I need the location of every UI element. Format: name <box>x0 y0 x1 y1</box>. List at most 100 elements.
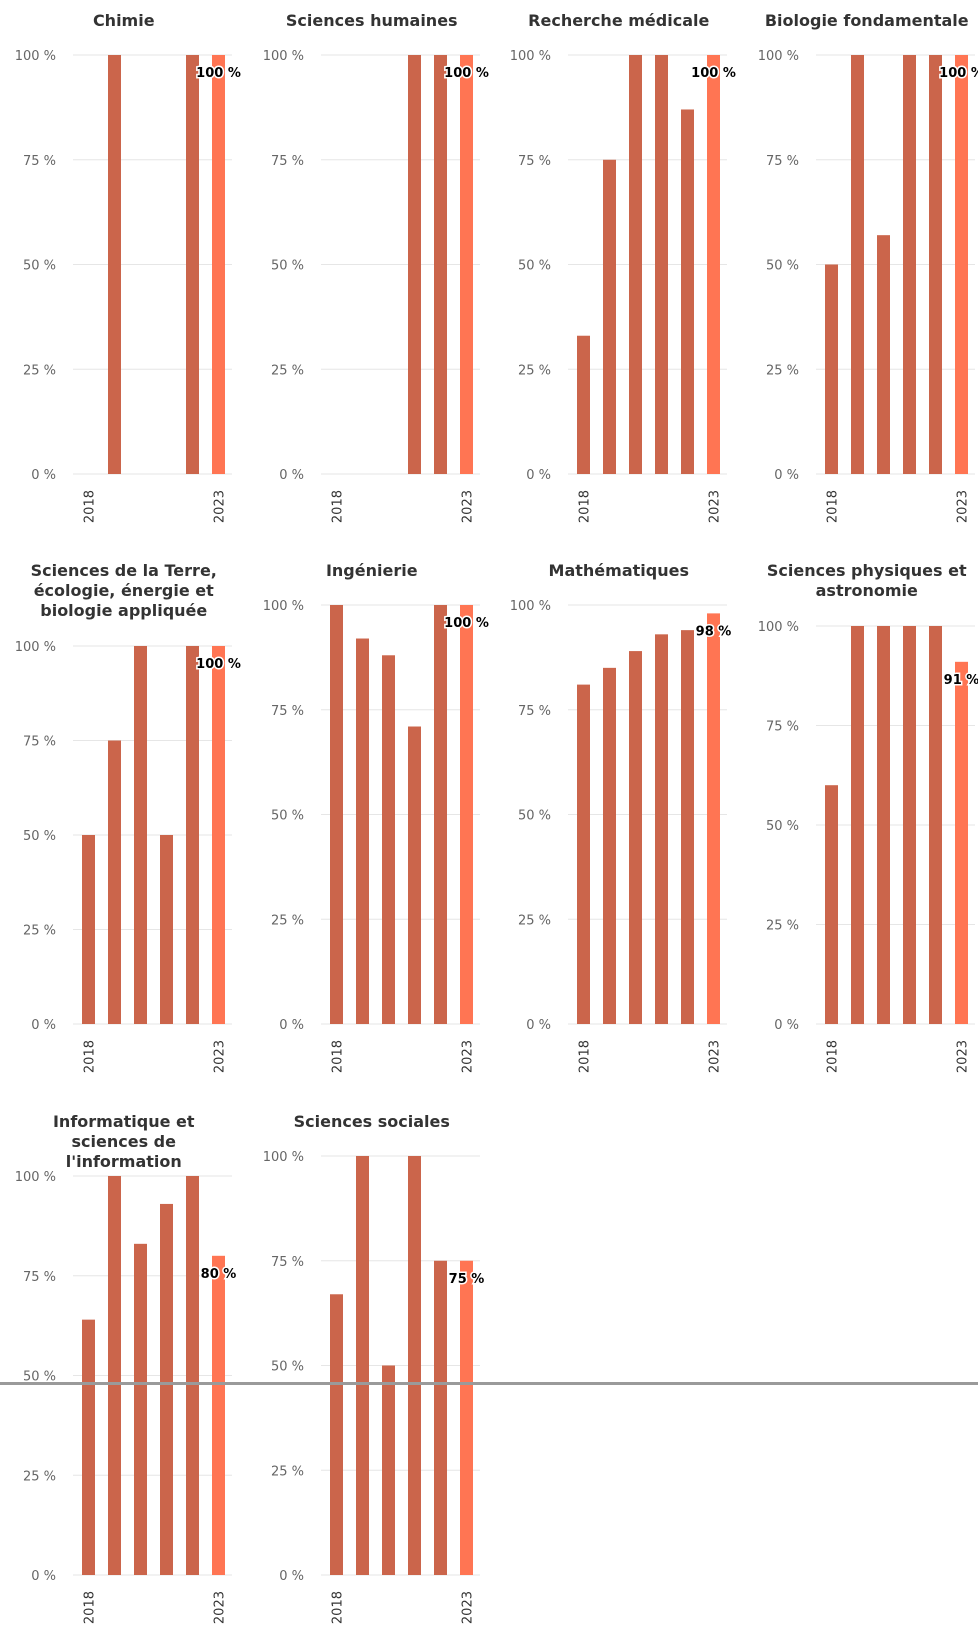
bar[interactable] <box>603 667 616 1024</box>
bar[interactable] <box>655 634 668 1024</box>
bar[interactable] <box>212 1255 225 1575</box>
bar[interactable] <box>108 740 121 1025</box>
bar-chart-svg: 0 % 25 % 50 % 75 % 100 % 80 % 2018 2023 <box>15 1170 238 1624</box>
bar[interactable] <box>82 1319 95 1575</box>
y-tick-label: 50 % <box>23 259 56 274</box>
data-label: 80 % <box>201 1267 237 1282</box>
y-tick-label: 100 % <box>510 599 551 614</box>
y-tick-label: 50 % <box>23 1370 56 1385</box>
bar[interactable] <box>356 638 369 1024</box>
bar[interactable] <box>408 726 421 1024</box>
x-tick-label: 2023 <box>213 1591 228 1624</box>
y-tick-label: 0 % <box>31 1569 56 1584</box>
y-tick-label: 50 % <box>271 1360 304 1375</box>
bar[interactable] <box>877 235 890 474</box>
bar[interactable] <box>681 630 694 1024</box>
bar[interactable] <box>186 646 199 1024</box>
chart-panel: Sciences humaines 0 % 25 % 50 % 75 % 100 % 100… <box>248 0 496 550</box>
y-tick-label: 50 % <box>23 829 56 844</box>
bar[interactable] <box>330 605 343 1024</box>
bar[interactable] <box>851 55 864 474</box>
x-tick-label: 2018 <box>578 1040 593 1073</box>
chart-panel: Mathématiques 0 % 25 % 50 % 75 % 100 % 98 % 201… <box>495 550 743 1100</box>
bar[interactable] <box>186 1176 199 1575</box>
x-tick-label: 2018 <box>578 490 593 523</box>
x-tick-label: 2018 <box>83 1040 98 1073</box>
bar[interactable] <box>108 1176 121 1575</box>
bar[interactable] <box>160 1203 173 1575</box>
bar[interactable] <box>434 1260 447 1575</box>
y-tick-label: 50 % <box>271 259 304 274</box>
bar[interactable] <box>108 55 121 474</box>
y-tick-label: 25 % <box>271 913 304 928</box>
bar[interactable] <box>707 613 720 1024</box>
bar[interactable] <box>903 55 916 474</box>
bar[interactable] <box>955 55 968 474</box>
chart-title: Ingénierie <box>325 561 418 580</box>
y-tick-label: 75 % <box>271 704 304 719</box>
bar[interactable] <box>460 1260 473 1575</box>
y-tick-label: 25 % <box>518 913 551 928</box>
bar[interactable] <box>460 55 473 474</box>
chart-title: Sciences de la Terre, écologie, énergie … <box>30 561 217 620</box>
x-tick-label: 2018 <box>331 490 346 523</box>
bar[interactable] <box>134 1243 147 1575</box>
bar[interactable] <box>603 159 616 474</box>
bar[interactable] <box>629 55 642 474</box>
y-tick-label: 75 % <box>271 154 304 169</box>
bar[interactable] <box>330 1294 343 1575</box>
bar[interactable] <box>408 1156 421 1575</box>
bar[interactable] <box>929 55 942 474</box>
bar[interactable] <box>434 605 447 1024</box>
bar[interactable] <box>903 626 916 1024</box>
bar[interactable] <box>460 605 473 1024</box>
bar[interactable] <box>955 661 968 1024</box>
bar[interactable] <box>408 55 421 474</box>
data-label: 100 % <box>444 66 489 81</box>
x-tick-label: 2018 <box>826 490 841 523</box>
bar[interactable] <box>629 651 642 1024</box>
y-tick-label: 25 % <box>766 919 799 934</box>
y-tick-label: 25 % <box>518 363 551 378</box>
chart-panel: Informatique et sciences de l'informatio… <box>0 1101 248 1651</box>
y-tick-label: 0 % <box>279 468 304 483</box>
bar-chart-svg: 0 % 25 % 50 % 75 % 100 % 100 % 2018 2023 <box>263 49 491 523</box>
bar[interactable] <box>186 55 199 474</box>
bar[interactable] <box>434 55 447 474</box>
bar[interactable] <box>707 55 720 474</box>
y-tick-label: 100 % <box>758 620 799 635</box>
bar[interactable] <box>851 626 864 1024</box>
y-tick-label: 100 % <box>263 599 304 614</box>
chart-title: Recherche médicale <box>528 11 710 30</box>
bar[interactable] <box>134 646 147 1024</box>
bar[interactable] <box>825 264 838 475</box>
bar[interactable] <box>655 55 668 474</box>
bar[interactable] <box>382 1365 395 1576</box>
y-tick-label: 25 % <box>23 924 56 939</box>
chart-panel: Chimie 0 % 25 % 50 % 75 % 100 % 100 % 2018 2023 <box>0 0 248 550</box>
x-tick-label: 2023 <box>956 1040 971 1073</box>
bar[interactable] <box>82 835 95 1024</box>
bar[interactable] <box>825 785 838 1024</box>
bar[interactable] <box>877 626 890 1024</box>
bar[interactable] <box>212 55 225 474</box>
data-label: 100 % <box>939 66 978 81</box>
bar[interactable] <box>356 1156 369 1575</box>
chart-title: Sciences sociales <box>293 1112 450 1131</box>
bar[interactable] <box>577 335 590 474</box>
bottom-scrollbar[interactable] <box>0 1382 978 1385</box>
y-tick-label: 50 % <box>766 819 799 834</box>
x-tick-label: 2018 <box>331 1040 346 1073</box>
bar[interactable] <box>929 626 942 1024</box>
y-tick-label: 0 % <box>774 1018 799 1033</box>
bar[interactable] <box>681 109 694 474</box>
bar[interactable] <box>212 646 225 1024</box>
bar[interactable] <box>160 835 173 1024</box>
bar[interactable] <box>382 655 395 1024</box>
bar[interactable] <box>577 684 590 1024</box>
bar-chart-svg: 0 % 25 % 50 % 75 % 100 % 100 % 2018 2023 <box>15 49 243 523</box>
y-tick-label: 0 % <box>31 1018 56 1033</box>
y-tick-label: 0 % <box>31 468 56 483</box>
x-tick-label: 2018 <box>331 1591 346 1624</box>
x-tick-label: 2023 <box>708 490 723 523</box>
